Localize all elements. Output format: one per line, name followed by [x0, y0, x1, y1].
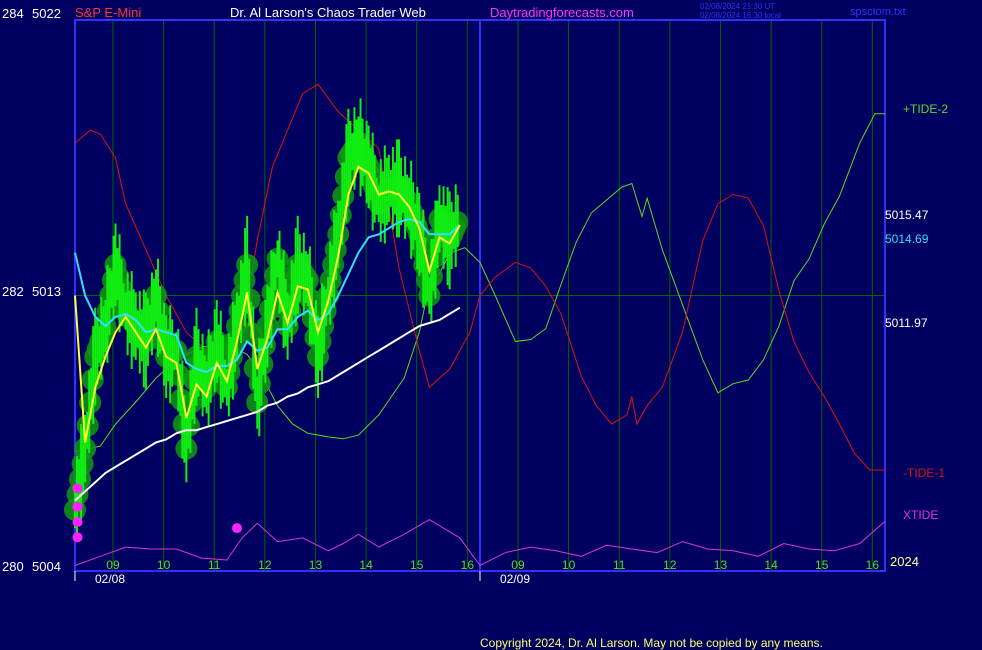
- swing-marker: [72, 532, 83, 543]
- x-axis-labels: 09 10 11 12 13 14 15 16 09 10 11 12 13 14 15 16 02/08 02/…: [95, 558, 879, 586]
- x-hour-label: 14: [764, 558, 778, 572]
- timestamp-local: 02/08/2024 16:30 local: [700, 11, 781, 20]
- grid: [75, 20, 885, 571]
- moving-averages: [74, 165, 461, 502]
- x-hour-label: 13: [714, 558, 728, 572]
- price-series: [64, 98, 469, 539]
- y-top-value-label: 5022: [32, 6, 61, 21]
- ma-line-4: [74, 165, 461, 443]
- site-title: Dr. Al Larson's Chaos Trader Web: [230, 5, 426, 20]
- price-readout-1: 5015.47: [885, 208, 929, 222]
- swing-markers: [72, 483, 242, 543]
- x-date-label: 02/08: [95, 572, 125, 586]
- y-mid-left-label: 282: [2, 284, 24, 299]
- x-hour-label: 09: [106, 558, 120, 572]
- legend-tide1: -TIDE-1: [903, 466, 945, 480]
- y-bottom-left-label: 280: [2, 559, 24, 574]
- ma-line-6: [74, 306, 461, 502]
- x-hour-label: 13: [309, 558, 323, 572]
- copyright-notice: Copyright 2024, Dr. Al Larson. May not b…: [480, 636, 823, 650]
- x-hour-label: 12: [663, 558, 677, 572]
- tide-line-2: [74, 519, 886, 567]
- x-date-label: 02/09: [500, 572, 530, 586]
- data-file-label: spsctom.txt: [850, 6, 906, 18]
- x-hour-label: 14: [359, 558, 373, 572]
- swing-marker: [72, 483, 83, 494]
- swing-marker: [72, 501, 83, 512]
- x-hour-label: 12: [258, 558, 272, 572]
- timestamp-ut: 02/08/2024 21:30 UT: [700, 2, 775, 11]
- symbol-label: S&P E-Mini: [75, 5, 141, 20]
- legend-tide2: +TIDE-2: [903, 102, 948, 116]
- x-hour-label: 16: [461, 558, 475, 572]
- y-mid-value-label: 5013: [32, 284, 61, 299]
- swing-marker: [72, 517, 83, 528]
- year-label: 2024: [890, 554, 919, 569]
- x-hour-label: 11: [613, 558, 626, 572]
- x-hour-label: 10: [562, 558, 576, 572]
- x-hour-label: 09: [511, 558, 525, 572]
- ma-line-5: [74, 217, 461, 374]
- swing-marker: [232, 523, 242, 534]
- price-readout-3: 5011.97: [885, 316, 928, 330]
- x-hour-label: 11: [208, 558, 221, 572]
- x-hour-label: 15: [815, 558, 829, 572]
- x-hour-label: 10: [157, 558, 171, 572]
- y-bottom-value-label: 5004: [32, 559, 61, 574]
- x-hour-label: 16: [866, 558, 880, 572]
- x-hour-label: 15: [410, 558, 424, 572]
- y-top-left-label: 284: [2, 6, 24, 21]
- legend-xtide: XTIDE: [903, 508, 938, 522]
- price-readout-2: 5014.69: [885, 232, 929, 246]
- site-link[interactable]: Daytradingforecasts.com: [490, 5, 634, 20]
